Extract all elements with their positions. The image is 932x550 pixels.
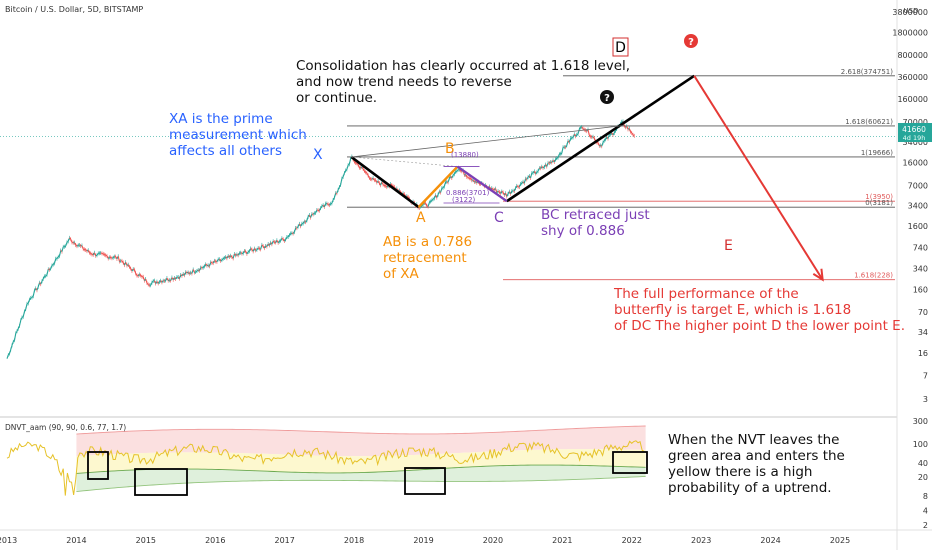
indicator-tick-label: 100 <box>913 440 928 449</box>
fib-levels: 2.618(374751) 1.618(60621) 1(19666) 1(3950)… <box>0 68 897 281</box>
fib-level-label: 0(3181) <box>865 199 893 207</box>
price-tick-label: 340 <box>913 265 928 274</box>
xb-connector <box>351 124 625 158</box>
indicator-green-band <box>76 465 646 492</box>
point-label-e: E <box>724 238 733 254</box>
price-tick-label: 1600 <box>908 222 928 231</box>
price-tick-label: 3400 <box>908 201 928 210</box>
nvt-highlight-box <box>87 451 109 480</box>
time-tick-label: 2014 <box>66 536 86 545</box>
point-label-b: B <box>445 141 455 157</box>
current-price-value: 41660 <box>902 125 926 134</box>
indicator-pane: 300 100 40 20 8 4 2 <box>6 417 928 530</box>
indicator-yellow-band <box>76 449 646 474</box>
time-tick-label: 2013 <box>0 536 17 545</box>
leg-cd <box>506 74 695 203</box>
price-tick-label: 7 <box>923 372 928 381</box>
time-tick-label: 2019 <box>413 536 433 545</box>
nvt-highlight-box <box>404 467 446 495</box>
annotation-bc: BC retraced just shy of 0.886 <box>541 207 650 239</box>
price-tick-label: 800000 <box>897 51 928 60</box>
current-price-countdown: 4d 19h <box>903 134 926 142</box>
time-tick-label: 2021 <box>552 536 572 545</box>
indicator-tick-label: 4 <box>923 507 928 516</box>
annotation-target: The full performance of the butterfly is … <box>613 286 905 334</box>
indicator-title: DNVT_aam (90, 90, 0.6, 77, 1.7) <box>5 423 126 432</box>
time-tick-label: 2020 <box>483 536 503 545</box>
time-tick-label: 2022 <box>622 536 642 545</box>
time-tick-label: 2017 <box>274 536 294 545</box>
ab-label-886: 0.886(3701) <box>446 189 490 197</box>
price-tick-label: 34000 <box>903 138 928 147</box>
point-label-c: C <box>494 210 504 226</box>
fib-level-label: 1(19666) <box>861 149 893 157</box>
time-tick-label: 2024 <box>760 536 780 545</box>
ab-label-b-value: (13880) <box>451 151 479 159</box>
price-axis-unit: USD <box>904 7 919 15</box>
price-tick-label: 34 <box>918 328 928 337</box>
time-tick-label: 2023 <box>691 536 711 545</box>
fib-level-label: 1.618(60621) <box>845 118 893 126</box>
leg-ab <box>417 165 459 208</box>
point-d-box <box>612 37 629 57</box>
price-tick-label: 16000 <box>903 159 928 168</box>
current-price-tag <box>898 123 932 142</box>
fib-level-label: 1.618(228) <box>854 272 893 280</box>
time-tick-label: 2018 <box>344 536 364 545</box>
annotation-ab: AB is a 0.786 retracement of XA <box>383 234 472 282</box>
axes: 3800000180000080000036000016000070000340… <box>0 8 928 545</box>
indicator-bottom-line <box>76 475 646 493</box>
time-tick-label: 2015 <box>136 536 156 545</box>
price-tick-label: 160 <box>913 285 928 294</box>
price-tick-label: 3800000 <box>892 8 928 17</box>
chart-title: Bitcoin / U.S. Dollar, 5D, BITSTAMP <box>5 5 143 14</box>
leg-bc <box>456 165 508 203</box>
fib-level-label: 2.618(374751) <box>841 68 893 76</box>
nvt-highlight-box <box>134 468 188 496</box>
annotation-consolidation: Consolidation has clearly occurred at 1.… <box>296 58 630 106</box>
annotation-xa: XA is the prime measurement which affects … <box>169 111 307 159</box>
leg-de <box>693 75 824 281</box>
price-tick-label: 160000 <box>897 95 928 104</box>
fib-level-label: 1(3950) <box>865 193 893 201</box>
question-marker-top <box>600 90 614 104</box>
price-tick-label: 16 <box>918 349 928 358</box>
indicator-tick-label: 300 <box>913 417 928 426</box>
indicator-upper-line <box>76 425 646 435</box>
point-label-d: D <box>615 40 626 56</box>
indicator-tick-label: 2 <box>923 521 928 530</box>
price-series <box>6 119 635 359</box>
price-tick-label: 360000 <box>897 73 928 82</box>
question-marker-top-text: ? <box>604 93 610 104</box>
nvt-line <box>6 440 645 496</box>
annotation-nvt: When the NVT leaves the green area and en… <box>668 432 845 496</box>
arrow-head-e <box>812 268 824 282</box>
time-tick-label: 2016 <box>205 536 225 545</box>
price-tick-label: 1800000 <box>892 29 928 38</box>
harmonic-pattern <box>350 74 824 282</box>
question-marker-d <box>684 34 698 48</box>
xb-dotted <box>351 156 458 167</box>
point-label-x: X <box>313 147 323 163</box>
ab-label-low: (3122) <box>452 196 476 204</box>
indicator-tick-label: 20 <box>918 473 928 482</box>
indicator-tick-label: 40 <box>918 459 928 468</box>
question-marker-d-text: ? <box>688 37 694 48</box>
price-tick-label: 70000 <box>903 118 928 127</box>
price-tick-label: 740 <box>913 243 928 252</box>
leg-xa <box>350 155 420 209</box>
price-tick-label: 70 <box>918 308 928 317</box>
point-label-a: A <box>416 210 426 226</box>
time-tick-label: 2025 <box>830 536 850 545</box>
price-tick-label: 3 <box>923 395 928 404</box>
indicator-tick-label: 8 <box>923 492 928 501</box>
nvt-highlight-box <box>612 451 648 474</box>
price-tick-label: 7000 <box>908 181 928 190</box>
